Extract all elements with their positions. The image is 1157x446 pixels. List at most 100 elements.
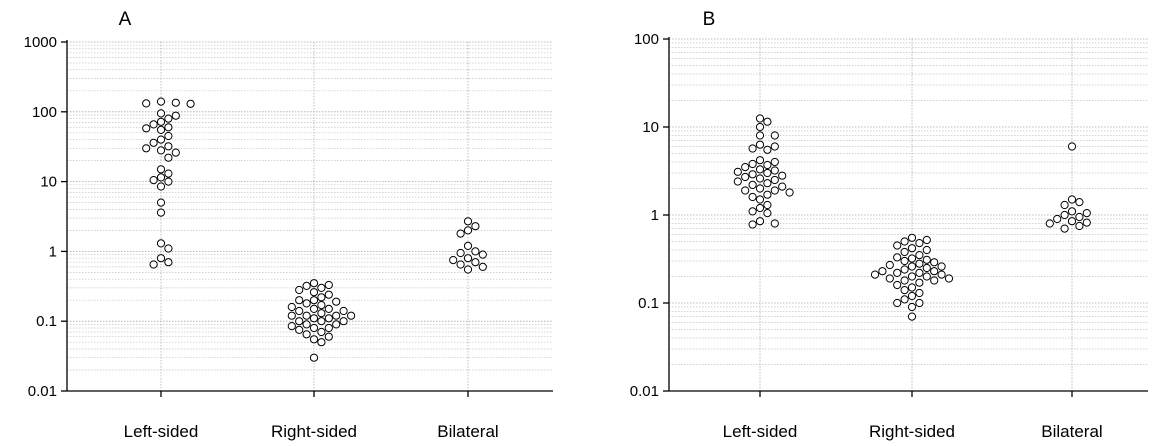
data-point bbox=[915, 268, 924, 277]
data-point bbox=[755, 122, 765, 132]
data-point bbox=[930, 276, 939, 285]
data-point bbox=[770, 157, 779, 167]
data-point bbox=[778, 171, 787, 180]
y-tick-label: 100 bbox=[32, 104, 57, 121]
data-point bbox=[156, 165, 166, 174]
data-point bbox=[915, 288, 924, 298]
data-point bbox=[317, 338, 326, 347]
data-point bbox=[770, 142, 779, 151]
data-point bbox=[937, 262, 946, 271]
data-point bbox=[302, 330, 311, 339]
data-point bbox=[456, 260, 465, 269]
data-point bbox=[893, 298, 902, 308]
data-point bbox=[763, 168, 772, 178]
data-point bbox=[1067, 207, 1077, 216]
data-point bbox=[770, 166, 779, 175]
data-point bbox=[778, 182, 787, 191]
data-point bbox=[763, 179, 772, 188]
data-point bbox=[763, 200, 772, 210]
data-point bbox=[915, 298, 924, 308]
data-point bbox=[339, 306, 348, 316]
data-point bbox=[741, 163, 750, 172]
data-point bbox=[748, 159, 757, 169]
data-point bbox=[748, 180, 757, 189]
y-tick-label: 10 bbox=[642, 119, 659, 136]
data-point bbox=[471, 222, 480, 231]
data-point bbox=[149, 138, 158, 147]
data-point bbox=[164, 258, 173, 267]
data-point bbox=[156, 182, 166, 191]
data-point bbox=[763, 209, 772, 218]
data-point bbox=[164, 153, 173, 162]
data-point bbox=[1082, 218, 1091, 227]
data-point bbox=[164, 244, 173, 253]
data-point bbox=[1067, 195, 1077, 204]
data-point bbox=[878, 267, 887, 276]
data-point bbox=[471, 258, 480, 267]
data-point bbox=[763, 145, 772, 154]
data-point bbox=[748, 220, 757, 229]
data-point bbox=[317, 283, 326, 292]
y-tick-label: 1 bbox=[49, 243, 57, 260]
data-point bbox=[748, 144, 757, 153]
data-point bbox=[309, 353, 319, 362]
data-point bbox=[922, 245, 931, 255]
data-point bbox=[907, 272, 917, 281]
data-point bbox=[309, 314, 319, 323]
y-tick-label: 0.01 bbox=[28, 383, 57, 400]
data-point bbox=[302, 311, 311, 320]
data-point bbox=[142, 124, 151, 133]
data-point bbox=[149, 176, 158, 185]
data-point bbox=[463, 241, 473, 250]
data-point bbox=[1075, 198, 1084, 207]
data-point bbox=[171, 148, 180, 157]
data-point bbox=[907, 244, 917, 253]
data-point bbox=[915, 239, 924, 248]
data-point bbox=[471, 247, 480, 256]
data-point bbox=[900, 295, 909, 304]
data-point bbox=[1075, 221, 1084, 231]
data-point bbox=[332, 320, 341, 329]
data-point bbox=[287, 311, 296, 320]
data-point bbox=[907, 291, 917, 301]
data-point bbox=[478, 250, 487, 259]
data-point bbox=[893, 268, 902, 277]
y-tick-label: 0.1 bbox=[638, 295, 659, 312]
data-point bbox=[755, 217, 765, 226]
panel-b-chart: 0.01 0.1 1 10 100 Left-sided Right-sided Bilate… bbox=[630, 9, 1148, 441]
data-point bbox=[302, 299, 311, 308]
data-point bbox=[755, 184, 765, 193]
y-tick-label: 0.1 bbox=[36, 313, 57, 330]
data-point bbox=[317, 309, 326, 318]
data-point bbox=[287, 322, 296, 331]
data-point bbox=[295, 325, 304, 334]
x-category-label: Bilateral bbox=[1041, 422, 1102, 441]
data-point bbox=[156, 146, 166, 155]
y-tick-label: 10 bbox=[40, 174, 57, 191]
data-point bbox=[347, 311, 356, 320]
data-point bbox=[164, 131, 173, 141]
data-point bbox=[885, 274, 894, 283]
data-point bbox=[907, 312, 917, 321]
data-point bbox=[907, 283, 917, 292]
data-point bbox=[164, 177, 173, 186]
data-point bbox=[763, 190, 772, 199]
data-point bbox=[456, 248, 465, 258]
data-point bbox=[456, 229, 465, 238]
data-point bbox=[1060, 200, 1069, 210]
data-point bbox=[156, 254, 166, 263]
data-point bbox=[156, 208, 166, 217]
panel-a-chart: 0.01 0.1 1 10 100 1000 Left-sided Right-sided Bi… bbox=[24, 9, 553, 441]
data-point bbox=[900, 237, 909, 246]
data-point bbox=[755, 131, 765, 140]
data-point bbox=[755, 203, 765, 213]
data-point bbox=[755, 165, 765, 174]
data-point bbox=[339, 317, 348, 326]
data-point bbox=[164, 142, 173, 151]
data-point bbox=[900, 256, 909, 266]
data-point bbox=[309, 304, 319, 313]
data-point bbox=[900, 276, 909, 285]
data-point bbox=[149, 120, 158, 129]
data-point bbox=[463, 265, 473, 274]
data-point bbox=[324, 290, 333, 299]
